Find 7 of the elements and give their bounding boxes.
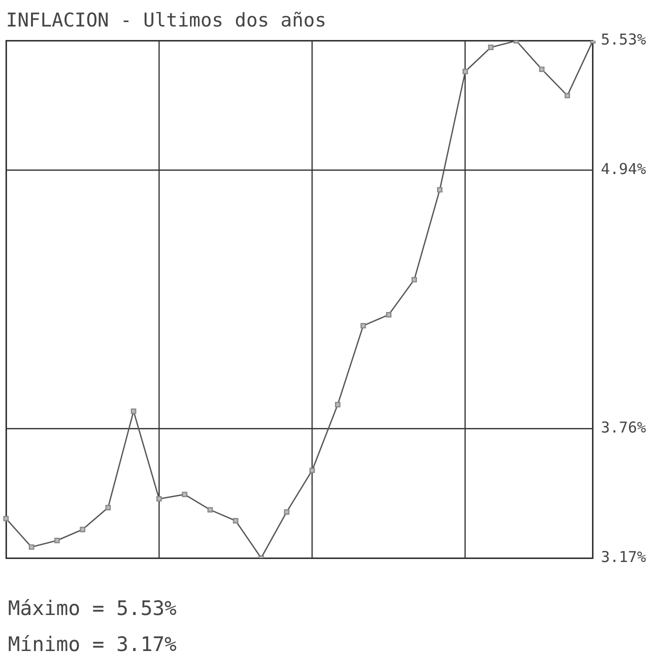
text: Mínimo = 3.17% [8, 632, 177, 653]
y-tick-label: 4.94% [600, 160, 646, 178]
y-tick-label: 3.76% [600, 418, 646, 437]
chart-title: INFLACION - Ultimos dos años [6, 9, 326, 32]
y-tick-label: 3.17% [600, 548, 646, 566]
y-tick-label: 5.53% [600, 30, 646, 49]
text: Máximo = 5.53% [8, 596, 177, 620]
